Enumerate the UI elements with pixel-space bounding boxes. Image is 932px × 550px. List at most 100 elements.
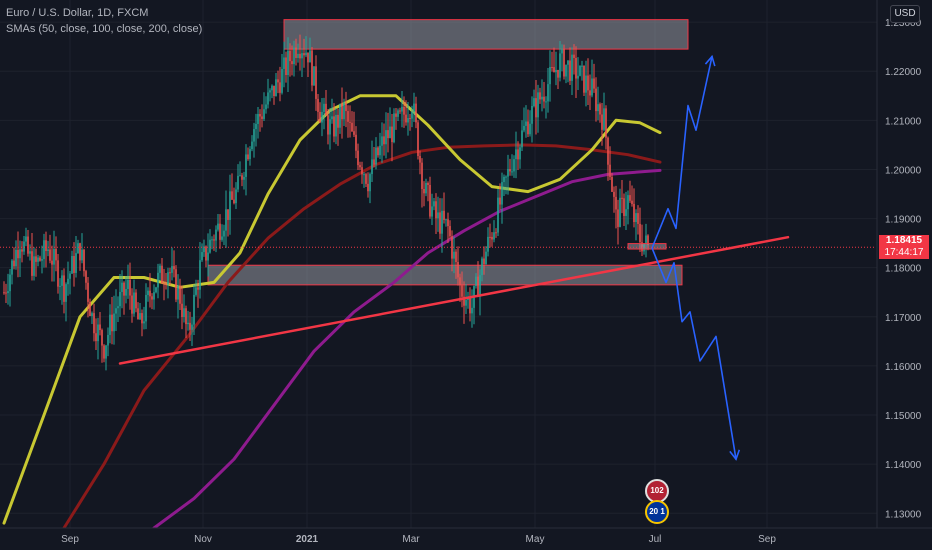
candle-body (461, 285, 463, 297)
candle-body (629, 195, 631, 201)
event-label-eu: 20 1 (649, 507, 665, 516)
small-zone-rect[interactable] (627, 243, 667, 250)
currency-button[interactable]: USD (890, 5, 920, 23)
candle-body (157, 272, 159, 288)
candle-body (627, 195, 629, 210)
candle-body (415, 103, 417, 123)
candle-body (615, 196, 617, 210)
drawings[interactable] (118, 54, 790, 461)
eu-flag-icon[interactable]: 20 1 (645, 500, 669, 524)
candle-body (575, 57, 577, 79)
candle-body (317, 98, 319, 112)
sma-200-line (152, 168, 662, 530)
candle-body (3, 292, 5, 294)
candle-body (477, 276, 479, 297)
candle-body (295, 47, 297, 58)
symbol-title[interactable]: Euro / U.S. Dollar, 1D, FXCM (6, 7, 149, 19)
candle-body (433, 201, 435, 207)
candle-body (365, 174, 367, 184)
candle-body (397, 110, 399, 117)
candle-body (75, 253, 77, 273)
candle-body (501, 182, 503, 205)
candle-body (307, 52, 309, 63)
candle-body (7, 291, 9, 294)
projection-down-path[interactable] (651, 247, 737, 461)
candle-body (423, 188, 425, 194)
candle-body (135, 292, 137, 309)
event-label-us: 102 (650, 486, 664, 495)
candle-body (499, 197, 501, 205)
indicator-title[interactable]: SMAs (50, close, 100, close, 200, close) (6, 23, 203, 35)
candle-body (607, 137, 609, 165)
candle-body (463, 296, 465, 306)
candle-body (471, 307, 473, 314)
time-tick-label: Sep (61, 534, 79, 545)
candle-body (161, 265, 163, 284)
candle-body (349, 121, 351, 123)
candle-body (261, 116, 263, 119)
candle-body (531, 106, 533, 124)
candle-body (321, 111, 323, 123)
candle-body (179, 285, 181, 304)
candle-body (147, 290, 149, 295)
candle-body (251, 141, 253, 150)
price-tick-label: 1.21000 (885, 116, 922, 127)
price-zone-rect[interactable] (207, 264, 683, 286)
candle-body (37, 257, 39, 262)
price-scale[interactable] (877, 0, 932, 528)
candle-body (493, 232, 495, 240)
candle-body (23, 241, 25, 252)
candle-body (427, 182, 429, 185)
price-zone-rect[interactable] (283, 19, 689, 50)
candle-body (599, 104, 601, 115)
candle-body (465, 299, 467, 306)
candle-body (603, 108, 605, 130)
candle-body (577, 75, 579, 79)
candle-body (215, 229, 217, 241)
candle-body (125, 288, 127, 296)
candle-body (329, 119, 331, 135)
candle-body (601, 114, 603, 130)
candle-body (151, 296, 153, 300)
time-scale[interactable] (0, 528, 932, 550)
candle-body (355, 134, 357, 151)
candle-body (511, 171, 513, 173)
candle-body (203, 246, 205, 253)
candle-body (145, 294, 147, 322)
candle-body (581, 65, 583, 67)
candle-body (275, 79, 277, 97)
candle-body (587, 75, 589, 91)
candle-body (91, 313, 93, 317)
candle-body (223, 230, 225, 237)
candle-body (193, 294, 195, 325)
candle-body (315, 66, 317, 99)
candle-body (439, 212, 441, 234)
candle-body (449, 226, 451, 237)
candle-body (267, 92, 269, 105)
candle-body (555, 69, 557, 73)
trendline[interactable] (118, 235, 790, 365)
candle-body (421, 162, 423, 189)
candle-body (291, 61, 293, 65)
candle-body (435, 201, 437, 219)
price-tick-label: 1.14000 (885, 460, 922, 471)
candle-body (459, 277, 461, 286)
candle-body (45, 240, 47, 251)
candle-body (535, 98, 537, 118)
candle-body (21, 249, 23, 252)
candle-body (485, 251, 487, 265)
candle-body (557, 69, 559, 78)
bar-countdown-label: 17:44:17 (879, 247, 929, 260)
candle-body (437, 212, 439, 219)
candle-body (551, 66, 553, 68)
candle-body (545, 101, 547, 103)
candle-body (247, 154, 249, 160)
candle-body (197, 287, 199, 290)
candle-body (119, 291, 121, 307)
projection-up-path[interactable] (651, 55, 713, 249)
candle-body (241, 175, 243, 180)
candle-body (283, 57, 285, 69)
candle-body (503, 176, 505, 183)
candle-body (333, 116, 335, 137)
